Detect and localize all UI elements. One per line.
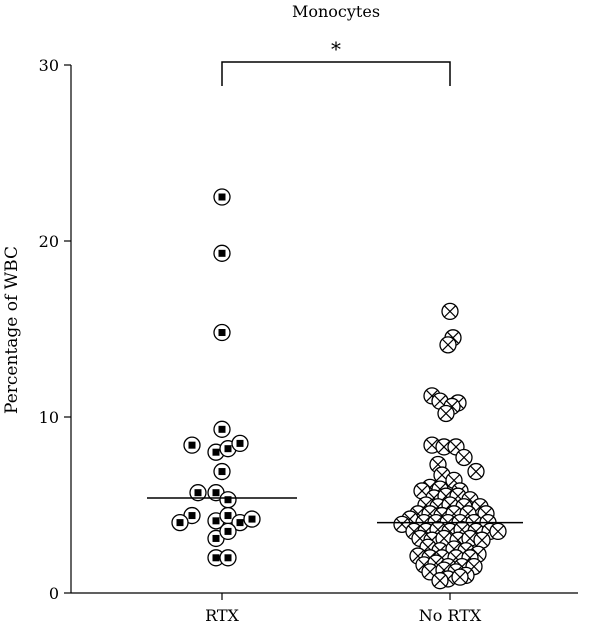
y-tick-label: 30	[39, 56, 59, 75]
filled-square-marker	[213, 244, 231, 262]
y-tick-label: 20	[39, 232, 59, 251]
axes: 0 10 20 30 RTX No RTX	[39, 56, 578, 625]
circle-cross-marker	[451, 568, 469, 586]
data-points	[171, 188, 507, 590]
x-tick-label: RTX	[205, 606, 239, 625]
filled-square-marker	[243, 510, 261, 528]
circle-cross-marker	[437, 404, 455, 423]
bracket-line	[221, 61, 451, 86]
filled-square-marker	[213, 420, 231, 438]
y-axis-label: Percentage of WBC	[2, 246, 22, 414]
y-tick-label: 0	[49, 584, 59, 603]
filled-square-marker	[219, 491, 237, 509]
filled-square-marker	[213, 188, 231, 206]
filled-square-marker	[213, 462, 231, 481]
filled-square-marker	[219, 522, 237, 541]
x-tick-label: No RTX	[419, 606, 482, 625]
circle-cross-marker	[455, 448, 473, 467]
significance-label: *	[331, 37, 341, 61]
median-lines	[147, 497, 523, 524]
chart-title: Monocytes	[292, 2, 380, 21]
filled-square-marker	[183, 436, 201, 454]
circle-cross-marker	[435, 438, 453, 456]
circle-cross-marker	[441, 302, 459, 321]
filled-square-marker	[219, 549, 237, 567]
circle-cross-marker	[439, 336, 457, 354]
circle-cross-marker	[431, 572, 449, 590]
circle-cross-marker	[467, 462, 485, 481]
filled-square-marker	[171, 513, 189, 532]
filled-square-marker	[213, 323, 231, 342]
significance-bracket: *	[221, 37, 451, 86]
y-tick-label: 10	[39, 408, 59, 427]
filled-square-marker	[231, 434, 249, 453]
filled-square-marker	[189, 484, 207, 502]
circle-cross-marker	[489, 522, 507, 541]
